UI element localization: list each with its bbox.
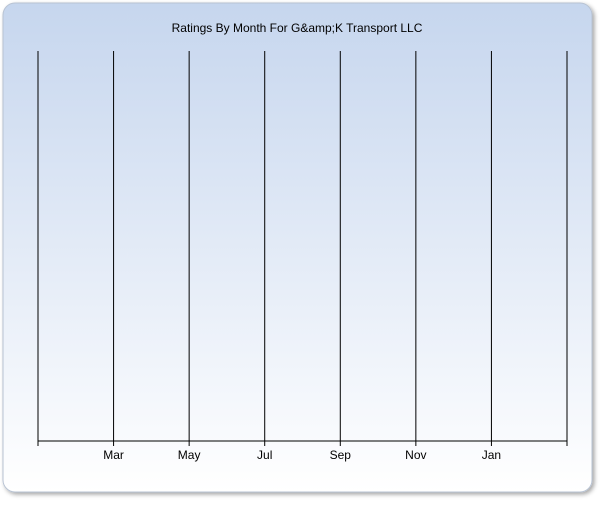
x-tick-label: Jul (257, 448, 272, 462)
x-tick-label: Sep (330, 448, 352, 462)
chart-panel (2, 2, 593, 493)
chart-title: Ratings By Month For G&amp;K Transport L… (172, 21, 423, 35)
x-tick-label: Jan (482, 448, 501, 462)
x-tick-label: Mar (103, 448, 124, 462)
x-tick-label: Nov (405, 448, 426, 462)
x-tick-label: May (178, 448, 201, 462)
